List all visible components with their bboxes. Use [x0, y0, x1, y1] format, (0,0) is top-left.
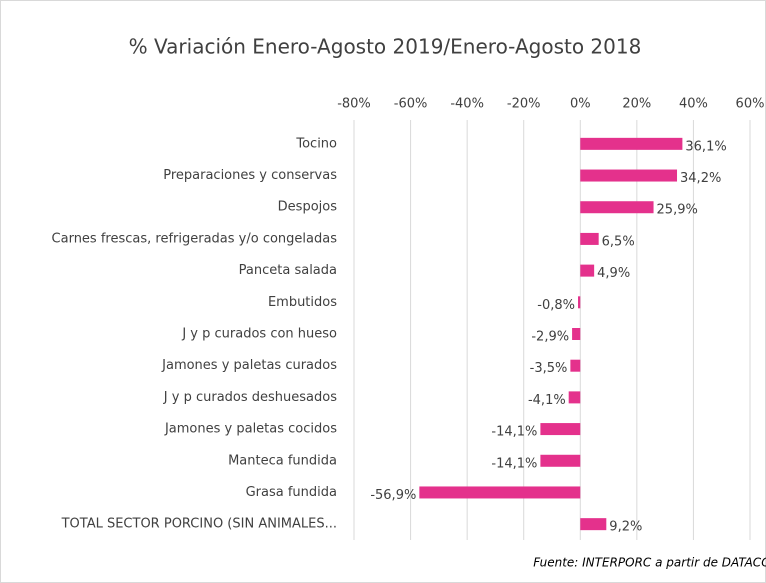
data-label: -2,9% — [531, 330, 569, 345]
bar — [568, 391, 581, 404]
y-tick-label: TOTAL SECTOR PORCINO (SIN ANIMALES... — [61, 517, 337, 532]
data-label: -56,9% — [370, 488, 416, 503]
y-tick-label: Jamones y paletas curados — [161, 358, 337, 373]
x-tick-label: 20% — [622, 97, 651, 112]
data-label: 9,2% — [609, 520, 642, 535]
chart-title: % Variación Enero-Agosto 2019/Enero-Agos… — [129, 35, 642, 59]
y-tick-label: Embutidos — [268, 295, 337, 310]
bar — [580, 137, 683, 150]
data-label: -14,1% — [491, 425, 537, 440]
data-label: -0,8% — [537, 298, 575, 313]
data-label: 36,1% — [685, 139, 726, 154]
data-label: 4,9% — [597, 266, 630, 281]
x-tick-label: 40% — [679, 97, 708, 112]
source-note: Fuente: INTERPORC a partir de DATACOMEX — [533, 556, 766, 570]
data-label: -14,1% — [491, 456, 537, 471]
y-tick-label: J y p curados deshuesados — [163, 390, 337, 405]
data-label: 6,5% — [602, 234, 635, 249]
x-tick-label: -60% — [394, 97, 428, 112]
bar — [580, 264, 595, 277]
y-tick-label: Grasa fundida — [246, 485, 337, 500]
x-tick-label: -40% — [450, 97, 484, 112]
y-tick-label: Jamones y paletas cocidos — [164, 422, 337, 437]
bar — [580, 232, 599, 245]
bar — [570, 359, 581, 372]
x-tick-label: 60% — [736, 97, 765, 112]
data-label: 25,9% — [657, 203, 698, 218]
bar — [580, 518, 607, 531]
bar — [580, 169, 678, 182]
y-tick-label: Despojos — [278, 200, 338, 215]
y-tick-label: Carnes frescas, refrigeradas y/o congela… — [52, 231, 338, 246]
bar — [540, 423, 581, 436]
bar — [580, 201, 654, 214]
data-label: -4,1% — [528, 393, 566, 408]
x-tick-label: -20% — [507, 97, 541, 112]
y-tick-label: Preparaciones y conservas — [163, 168, 337, 183]
y-tick-label: J y p curados con hueso — [181, 327, 337, 342]
bar — [572, 328, 581, 340]
bar — [540, 454, 581, 467]
data-label: 34,2% — [680, 171, 721, 186]
y-tick-label: Panceta salada — [239, 263, 337, 278]
x-tick-label: 0% — [570, 97, 591, 112]
bar — [578, 296, 581, 309]
x-tick-label: -80% — [337, 97, 371, 112]
y-tick-label: Tocino — [295, 136, 337, 151]
y-tick-label: Manteca fundida — [228, 453, 337, 468]
data-label: -3,5% — [530, 361, 568, 376]
bar — [419, 486, 581, 499]
